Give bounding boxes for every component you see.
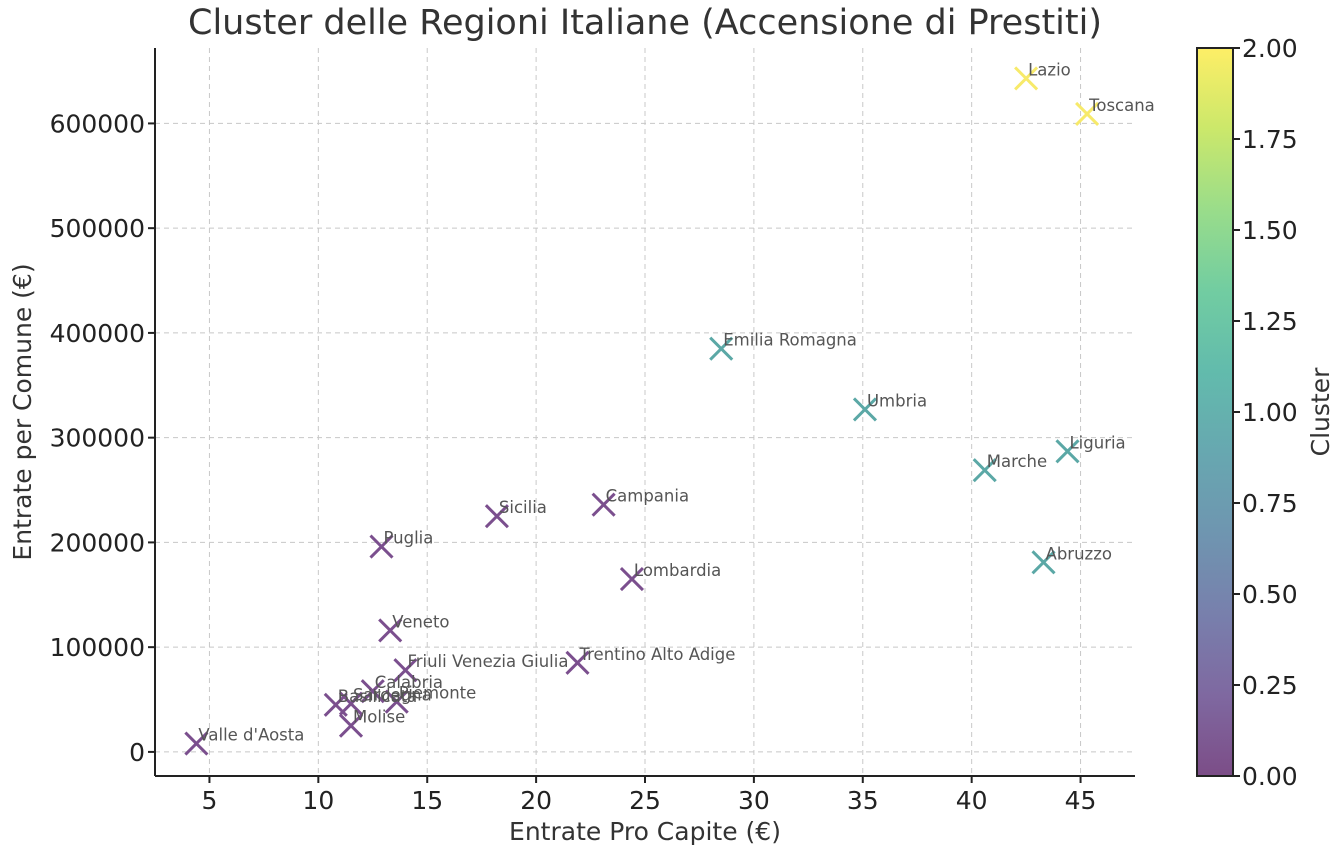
- point-labels: Lazio Toscana Emilia Romagna Umbria Liguria M…: [198, 60, 1154, 744]
- x-tick-label: 15: [411, 786, 443, 815]
- point-label: Basilicata: [338, 687, 418, 706]
- data-point: [591, 492, 616, 517]
- grid: [155, 48, 1135, 776]
- y-tick-label: 600000: [50, 109, 145, 138]
- point-marker-stroke: [619, 567, 644, 592]
- point-label: Piemonte: [399, 684, 477, 703]
- colorbar-tick-label: 0.25: [1242, 671, 1298, 700]
- y-tick-label: 0: [129, 738, 145, 767]
- colorbar-tick-label: 1.75: [1242, 125, 1298, 154]
- x-tick-label: 30: [738, 786, 770, 815]
- data-point: [1055, 439, 1080, 464]
- point-label: Campania: [606, 487, 689, 506]
- colorbar: Cluster 0.00 0.25 0.50 0.75 1.00 1.25 1.50 1.75…: [1196, 34, 1335, 791]
- point-label: Sardegna: [353, 686, 432, 705]
- y-tick-label: 200000: [50, 528, 145, 557]
- colorbar-gradient: [1196, 47, 1234, 777]
- point-marker-stroke: [565, 650, 590, 675]
- point-label: Veneto: [392, 612, 449, 631]
- point-marker-stroke: [384, 689, 409, 714]
- point-label: Lazio: [1028, 60, 1071, 79]
- data-point: [360, 679, 385, 704]
- data-point: [323, 692, 348, 717]
- point-marker-stroke: [184, 731, 209, 756]
- y-axis-label: Entrate per Comune (€): [8, 263, 37, 560]
- point-marker-stroke: [360, 679, 385, 704]
- data-point: [619, 567, 644, 592]
- point-label: Calabria: [375, 673, 443, 692]
- point-marker-stroke: [1055, 439, 1080, 464]
- data-point: [1075, 101, 1100, 127]
- point-label: Molise: [353, 708, 405, 727]
- x-tick-label: 40: [956, 786, 988, 815]
- point-label: Emilia Romagna: [723, 331, 857, 350]
- point-marker-stroke: [709, 336, 734, 361]
- point-label: Trentino Alto Adige: [578, 645, 735, 664]
- y-tick-label: 100000: [50, 633, 145, 662]
- data-point: [972, 458, 997, 483]
- data-point: [384, 689, 409, 714]
- point-marker-stroke: [378, 618, 403, 643]
- point-label: Valle d'Aosta: [198, 726, 304, 745]
- data-point: [484, 504, 509, 529]
- colorbar-tick-label: 1.50: [1242, 216, 1298, 245]
- point-label: Lombardia: [634, 561, 721, 580]
- point-marker-stroke: [972, 458, 997, 483]
- x-tick-label: 20: [520, 786, 552, 815]
- chart-title: Cluster delle Regioni Italiane (Accensio…: [188, 3, 1102, 43]
- point-label: Friuli Venezia Giulia: [407, 652, 568, 671]
- colorbar-tick-label: 1.25: [1242, 307, 1298, 336]
- x-tick-label: 45: [1065, 786, 1097, 815]
- colorbar-tick-label: 1.00: [1242, 398, 1298, 427]
- point-marker-stroke: [484, 504, 509, 529]
- x-axis-label: Entrate Pro Capite (€): [509, 817, 781, 846]
- data-point: [709, 336, 734, 361]
- x-tick-label: 10: [302, 786, 334, 815]
- point-marker-stroke: [1075, 101, 1100, 127]
- colorbar-tick-label: 0.00: [1242, 762, 1298, 791]
- x-tick-label: 25: [629, 786, 661, 815]
- point-label: Sicilia: [499, 498, 547, 517]
- colorbar-tick-label: 0.50: [1242, 580, 1298, 609]
- axes: 5 10 15 20 25 30 35 40 45 0 100000 200000 300000 4000…: [50, 48, 1135, 815]
- data-point: [369, 534, 394, 559]
- data-point: [378, 618, 403, 643]
- x-tick-label: 35: [847, 786, 879, 815]
- data-point: [1014, 66, 1039, 91]
- point-marker-stroke: [338, 713, 364, 738]
- colorbar-tick-label: 0.75: [1242, 489, 1298, 518]
- y-tick-label: 500000: [50, 214, 145, 243]
- point-label: Liguria: [1069, 433, 1125, 452]
- point-marker-stroke: [1031, 550, 1056, 575]
- points: [184, 66, 1100, 756]
- point-marker-stroke: [591, 492, 616, 517]
- colorbar-label: Cluster: [1306, 367, 1335, 456]
- data-point: [338, 713, 364, 738]
- point-marker-stroke: [369, 534, 394, 559]
- y-tick-label: 400000: [50, 319, 145, 348]
- point-label: Marche: [987, 452, 1047, 471]
- point-label: Puglia: [383, 529, 433, 548]
- point-marker-stroke: [1014, 66, 1039, 91]
- point-marker-stroke: [852, 397, 878, 422]
- point-label: Toscana: [1088, 96, 1155, 115]
- data-point: [565, 650, 590, 675]
- point-marker-stroke: [323, 692, 348, 717]
- data-point: [1031, 550, 1056, 575]
- data-point: [393, 658, 418, 683]
- point-marker-stroke: [393, 658, 418, 683]
- y-tick-label: 300000: [50, 424, 145, 453]
- point-label: Abruzzo: [1046, 544, 1112, 563]
- point-label: Umbria: [867, 391, 927, 410]
- x-tick-label: 5: [201, 786, 217, 815]
- colorbar-tick-label: 2.00: [1242, 34, 1298, 63]
- data-point: [852, 397, 878, 422]
- data-point: [184, 731, 209, 756]
